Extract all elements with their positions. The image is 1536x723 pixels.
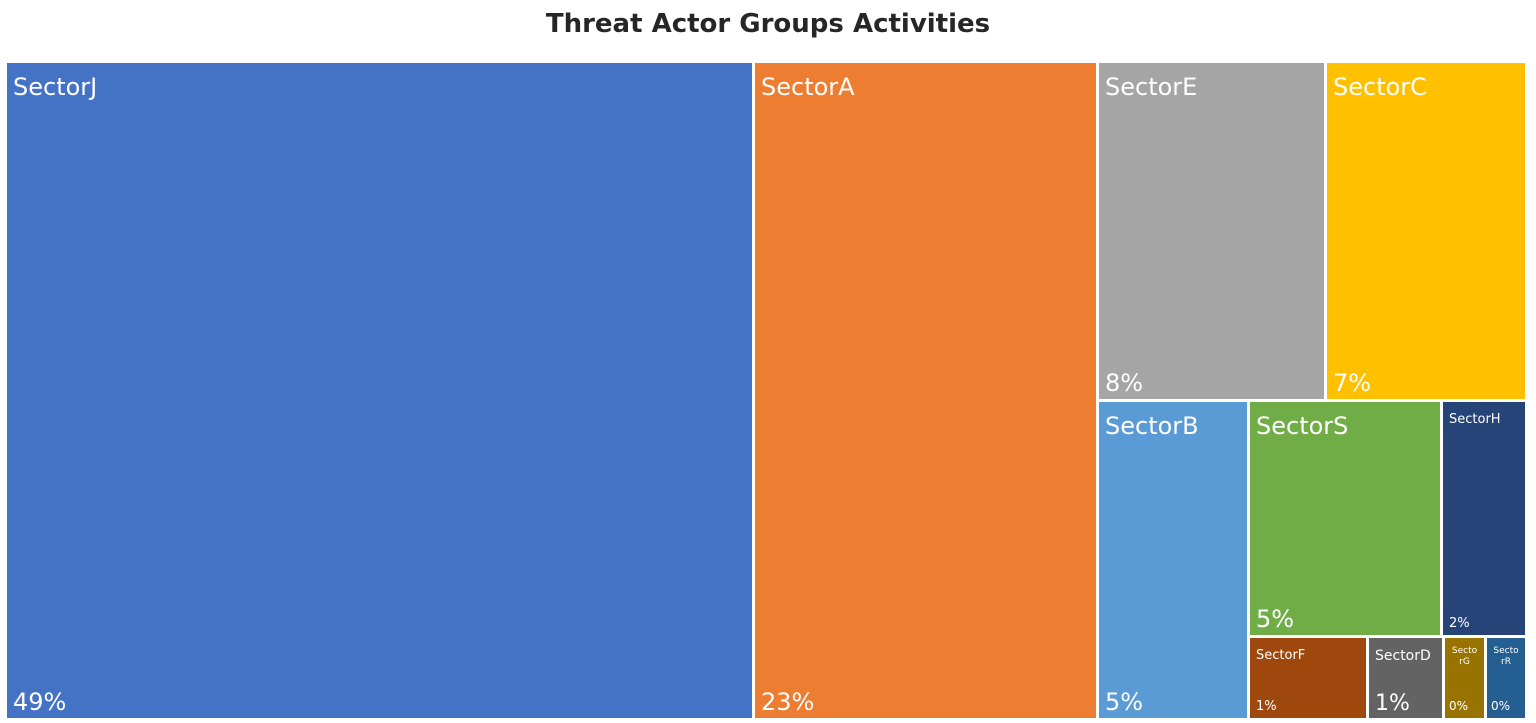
tile-value-sectorf: 1% [1256,699,1277,714]
tile-name-sectord: SectorD [1375,648,1431,664]
tile-sectorf: SectorF 1% [1250,638,1366,718]
tile-name-sectora: SectorA [761,73,855,101]
tile-sectora: SectorA 23% [755,63,1096,718]
tile-rect-sectorc [1327,63,1525,399]
tile-rect-sectord [1369,638,1442,718]
tile-name-sectorb: SectorB [1105,412,1199,440]
tile-rect-sectora [755,63,1096,718]
tile-rect-sectorj [7,63,752,718]
tile-name-sectors: SectorS [1256,412,1348,440]
tile-value-sectora: 23% [761,688,814,716]
tile-value-sectore: 8% [1105,369,1143,397]
tile-rect-sectorb [1099,402,1247,718]
tile-sectorb: SectorB 5% [1099,402,1247,718]
tile-rect-sectorr [1487,638,1525,718]
tile-name-sectorj: SectorJ [13,73,97,101]
tile-value-sectors: 5% [1256,605,1294,633]
tile-sectore: SectorE 8% [1099,63,1324,399]
tile-rect-sectore [1099,63,1324,399]
tile-sectorh: SectorH 2% [1443,402,1525,635]
tile-value-sectorb: 5% [1105,688,1143,716]
tile-name-sectorc: SectorC [1333,73,1427,101]
tile-rect-sectorf [1250,638,1366,718]
tile-value-sectorj: 49% [13,688,66,716]
tile-rect-sectors [1250,402,1440,635]
tile-name-sectorr: Secto rR [1493,646,1519,667]
tile-value-sectorh: 2% [1449,616,1470,631]
chart-title: Threat Actor Groups Activities [545,9,991,39]
tile-name-sectorh: SectorH [1449,412,1501,427]
tile-rect-sectorg [1445,638,1484,718]
tile-name-sectorf: SectorF [1256,648,1305,663]
tile-value-sectorr: 0% [1491,699,1510,713]
tile-sectors: SectorS 5% [1250,402,1440,635]
tile-value-sectord: 1% [1375,691,1410,716]
tile-sectorr: Secto rR 0% [1487,638,1525,718]
tile-value-sectorg: 0% [1449,699,1468,713]
tile-value-sectorc: 7% [1333,369,1371,397]
tile-name-sectore: SectorE [1105,73,1197,101]
tile-sectorg: Secto rG 0% [1445,638,1484,718]
tile-sectord: SectorD 1% [1369,638,1442,718]
tile-sectorj: SectorJ 49% [7,63,752,718]
tile-name-sectorg: Secto rG [1452,646,1478,667]
tile-rect-sectorh [1443,402,1525,635]
tile-sectorc: SectorC 7% [1327,63,1525,399]
